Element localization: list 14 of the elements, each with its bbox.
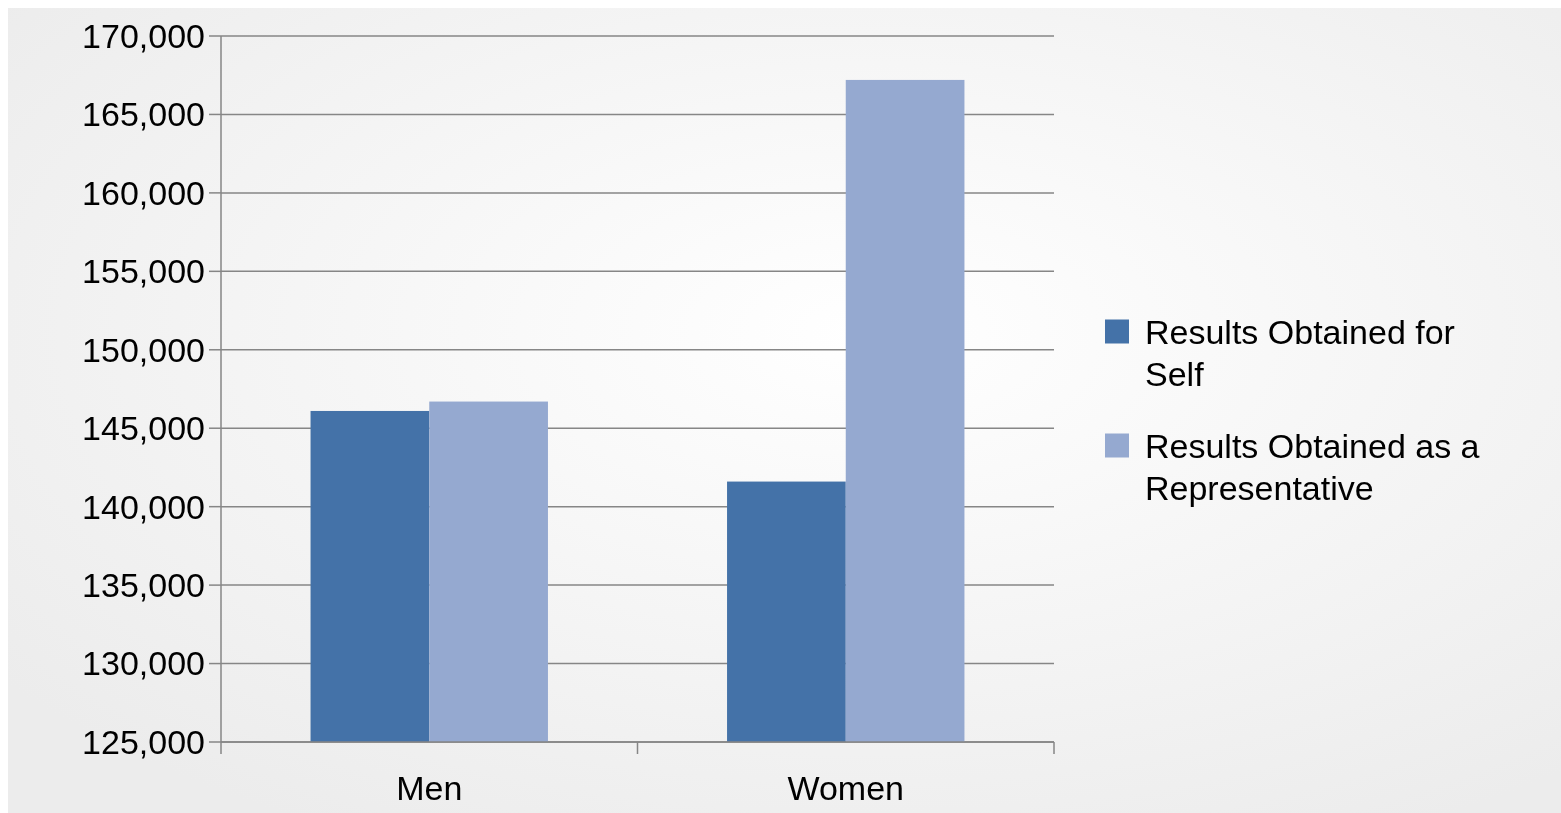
y-tick-label: 170,000: [82, 16, 205, 55]
legend-label: Results Obtained for Self: [1145, 312, 1455, 393]
y-tick-label: 135,000: [82, 566, 205, 605]
y-tick-label: 155,000: [82, 252, 205, 291]
legend-label: Results Obtained as a Representative: [1145, 426, 1480, 507]
x-tick-label: Women: [787, 769, 905, 807]
y-tick-label: 125,000: [82, 722, 205, 761]
y-tick-label: 145,000: [82, 409, 205, 448]
y-tick-label: 150,000: [82, 330, 205, 369]
y-tick-label: 165,000: [82, 95, 205, 134]
y-tick-label: 130,000: [82, 644, 205, 683]
y-tick-label: 160,000: [82, 173, 205, 212]
x-tick-label: Men: [396, 769, 463, 807]
y-tick-label: 140,000: [82, 487, 205, 526]
